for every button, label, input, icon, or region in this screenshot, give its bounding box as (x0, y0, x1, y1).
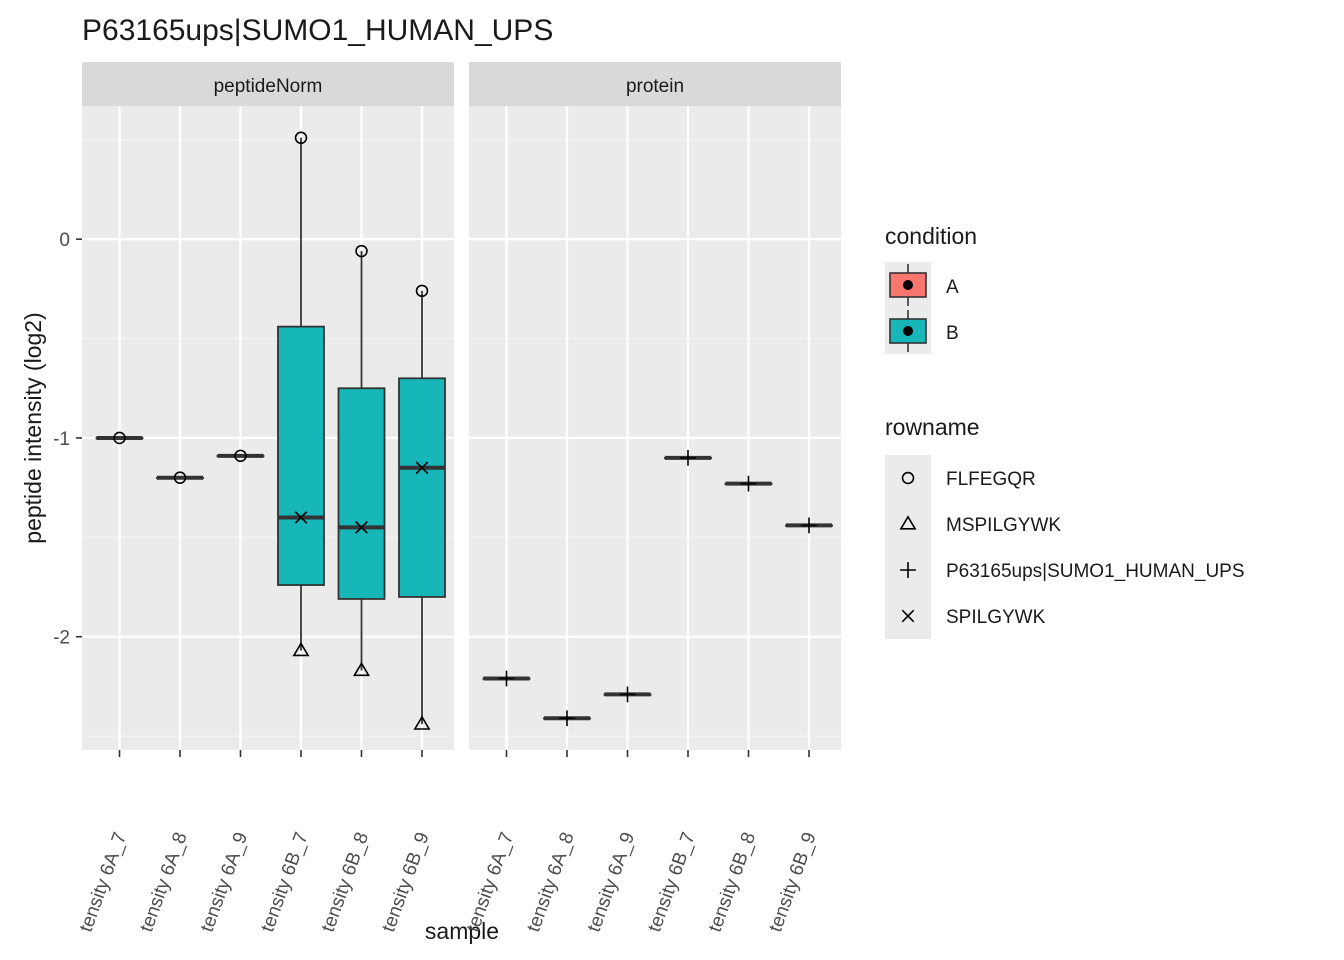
box-5 (398, 290, 446, 725)
data-point (173, 471, 187, 484)
data-point (413, 715, 431, 730)
data-point (801, 517, 817, 534)
data-point (559, 710, 575, 727)
legend-title-rowname: rowname (885, 414, 980, 440)
box-1 (156, 475, 204, 480)
legend-key-dot (903, 280, 913, 290)
legend-key-background (885, 455, 931, 639)
panel-background (469, 106, 841, 750)
legend-label-rowname: P63165ups|SUMO1_HUMAN_UPS (946, 561, 1245, 582)
legend-key-condition-A: A (885, 262, 959, 308)
box-0 (95, 435, 144, 440)
data-point (292, 641, 310, 657)
box-body (277, 325, 325, 586)
legend-key-plus (900, 562, 916, 578)
data-point (498, 670, 515, 687)
data-point (619, 686, 636, 703)
data-point (355, 244, 368, 258)
legend-key-dot (903, 326, 913, 336)
box-2 (216, 453, 265, 458)
data-point (352, 661, 371, 677)
box-3 (277, 137, 325, 651)
data-point (415, 284, 429, 298)
legend-label-rowname: SPILGYWK (946, 607, 1046, 628)
data-point (294, 511, 308, 524)
data-point (415, 461, 429, 475)
panel-background (82, 106, 454, 750)
facet-strip (82, 62, 454, 106)
data-point (680, 449, 696, 466)
chart-title: P63165ups|SUMO1_HUMAN_UPS (82, 14, 553, 47)
facet-strip-label: protein (626, 76, 684, 97)
facet-strip-label: peptideNorm (214, 76, 323, 97)
data-point (113, 431, 126, 445)
y-axis-label: peptide intensity (log2) (20, 312, 46, 543)
data-point (234, 449, 247, 463)
legend-title-condition: condition (885, 223, 977, 249)
data-point (294, 131, 308, 145)
legend-label-rowname: MSPILGYWK (946, 515, 1061, 536)
y-tick-label: -1 (53, 429, 70, 450)
legend-label-condition: B (946, 323, 959, 344)
legend-label-rowname: FLFEGQR (946, 469, 1036, 490)
y-tick-label: 0 (59, 230, 70, 251)
legend-key-circle (901, 471, 915, 485)
facet-strip (469, 62, 841, 106)
legend-label-condition: A (946, 277, 959, 298)
y-tick-label: -2 (53, 628, 70, 649)
data-point (740, 475, 757, 492)
box-body (337, 387, 386, 600)
box-body (398, 377, 446, 598)
legend-key-triangle (899, 515, 917, 530)
box-4 (337, 251, 386, 671)
data-point (355, 521, 368, 534)
legend-key-cross (901, 609, 915, 623)
x-axis-label: sample (425, 918, 499, 944)
legend-key-condition-B: B (885, 308, 959, 354)
